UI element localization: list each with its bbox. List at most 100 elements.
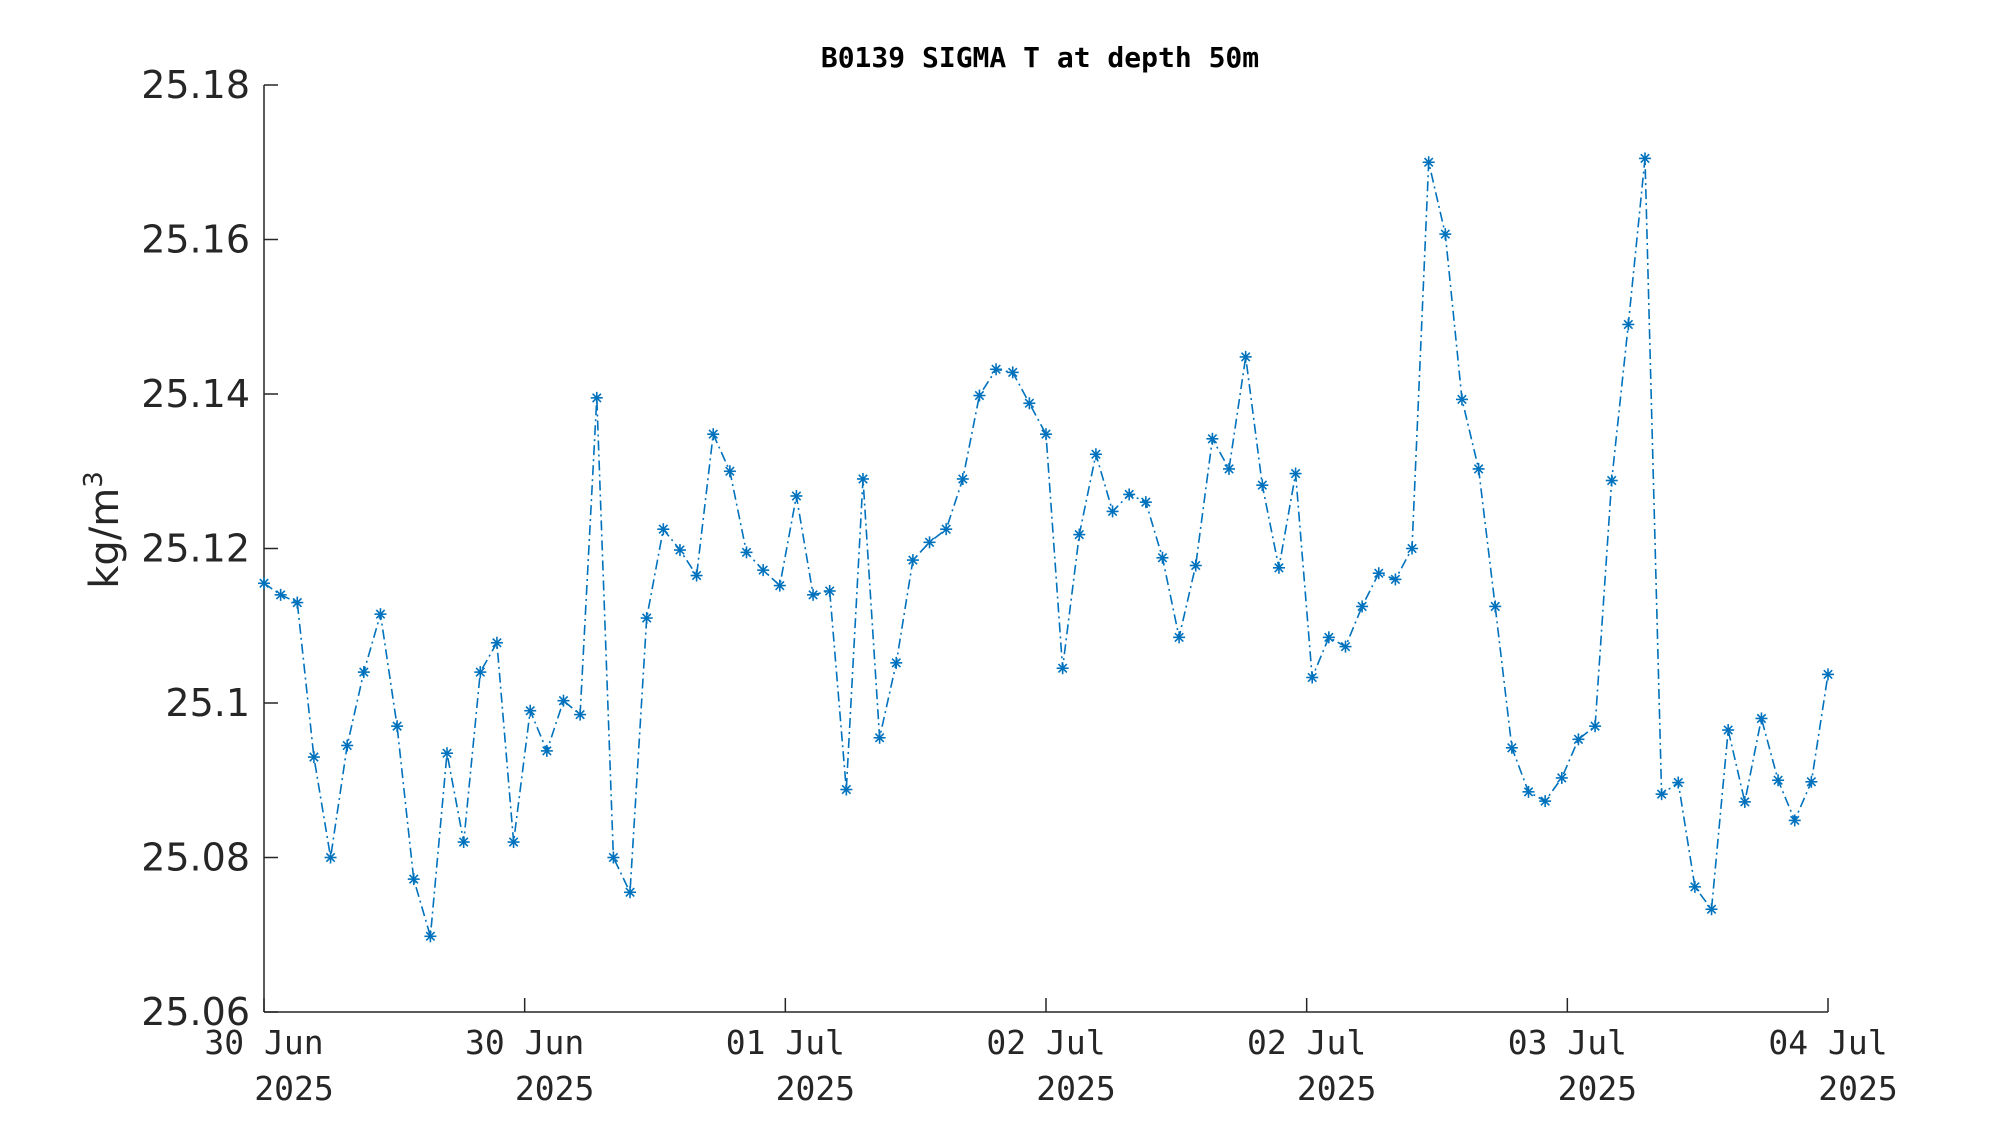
- y-tick-label: 25.16: [141, 218, 250, 262]
- data-point: [1056, 662, 1069, 675]
- data-point: [940, 523, 953, 536]
- x-tick-label-date: 03 Jul: [1508, 1023, 1627, 1062]
- data-point: [1572, 733, 1585, 746]
- data-point: [1306, 671, 1319, 684]
- data-point: [1672, 776, 1685, 789]
- data-point: [1223, 462, 1236, 475]
- data-point: [1655, 788, 1668, 801]
- data-point: [1622, 318, 1635, 331]
- data-point: [1239, 350, 1252, 363]
- x-tick-label-date: 01 Jul: [726, 1023, 845, 1062]
- data-point: [1805, 775, 1818, 788]
- data-point: [973, 389, 986, 402]
- data-point: [1472, 462, 1485, 475]
- data-point: [673, 544, 686, 557]
- data-point: [1822, 668, 1834, 681]
- data-point: [723, 465, 736, 478]
- data-point: [540, 744, 553, 757]
- data-point: [1489, 600, 1502, 613]
- data-point: [1023, 397, 1036, 410]
- data-point: [757, 564, 770, 577]
- data-point: [590, 391, 603, 404]
- data-point: [990, 363, 1003, 376]
- x-tick-label-date: 02 Jul: [986, 1023, 1105, 1062]
- data-point: [956, 472, 969, 485]
- data-point: [640, 612, 653, 625]
- y-axis-label-unit: kg/m: [82, 488, 128, 589]
- y-axis-label-exponent: 3: [79, 471, 109, 488]
- data-point: [1422, 156, 1435, 169]
- data-point: [807, 588, 820, 601]
- data-point: [1289, 467, 1302, 480]
- data-point: [607, 851, 620, 864]
- data-point: [707, 428, 720, 441]
- data-point: [507, 836, 520, 849]
- y-tick-label: 25.1: [165, 681, 250, 725]
- data-point: [1406, 542, 1419, 555]
- data-point: [1372, 567, 1385, 580]
- data-point: [1605, 474, 1618, 487]
- y-ticks: 25.06 25.08 25.1 25.12 25.14 25.16 25.18: [141, 63, 278, 1034]
- data-point: [1139, 496, 1152, 509]
- data-point: [474, 666, 487, 679]
- y-axis-label: kg/m3: [79, 471, 128, 589]
- data-point: [1722, 724, 1735, 737]
- y-tick-label: 25.06: [141, 990, 250, 1034]
- data-point: [624, 886, 637, 899]
- data-point: [1788, 814, 1801, 827]
- data-point: [1755, 712, 1768, 725]
- data-point: [1356, 600, 1369, 613]
- data-point: [923, 536, 936, 549]
- data-point: [1589, 720, 1602, 733]
- x-tick-label-year: 2025: [1558, 1069, 1637, 1108]
- data-point: [740, 546, 753, 559]
- data-point: [524, 704, 537, 717]
- data-point: [574, 708, 587, 721]
- data-point: [1638, 152, 1651, 165]
- data-point: [274, 588, 287, 601]
- data-point: [324, 851, 337, 864]
- data-point: [840, 783, 853, 796]
- data-point: [1173, 631, 1186, 644]
- data-point: [657, 523, 670, 536]
- data-point: [1772, 774, 1785, 787]
- data-point: [357, 666, 370, 679]
- data-point: [457, 836, 470, 849]
- data-point: [1339, 640, 1352, 653]
- data-point: [1322, 631, 1335, 644]
- y-tick-label: 25.12: [141, 527, 250, 571]
- data-point: [890, 656, 903, 669]
- data-point: [773, 579, 786, 592]
- data-point: [823, 584, 836, 597]
- chart-title: B0139 SIGMA T at depth 50m: [821, 41, 1259, 74]
- data-point: [1705, 903, 1718, 916]
- x-tick-label-year: 2025: [1818, 1069, 1897, 1108]
- x-tick-label-date: 04 Jul: [1768, 1023, 1887, 1062]
- x-tick-label-year: 2025: [776, 1069, 855, 1108]
- data-point: [1206, 432, 1219, 445]
- data-point: [391, 720, 404, 733]
- data-point: [906, 554, 919, 567]
- x-tick-label-year: 2025: [1036, 1069, 1115, 1108]
- data-point: [374, 608, 387, 621]
- y-tick-label: 25.18: [141, 63, 250, 107]
- data-point: [291, 596, 304, 609]
- data-point: [1123, 488, 1136, 501]
- y-tick-label: 25.08: [141, 836, 250, 880]
- x-tick-label-date: 30 Jun: [204, 1023, 323, 1062]
- plot-area: [258, 152, 1834, 943]
- data-point: [407, 873, 420, 886]
- data-point: [1455, 393, 1468, 406]
- data-point: [873, 731, 886, 744]
- series-line: [263, 158, 1829, 937]
- data-point: [1256, 479, 1269, 492]
- data-point: [441, 747, 454, 760]
- x-tick-label-year: 2025: [254, 1069, 333, 1108]
- x-tick-label-year: 2025: [1297, 1069, 1376, 1108]
- data-point: [341, 739, 354, 752]
- data-point: [1040, 428, 1052, 441]
- data-point: [557, 694, 570, 707]
- data-point: [1389, 573, 1402, 586]
- data-point: [307, 751, 320, 764]
- x-tick-label-year: 2025: [515, 1069, 594, 1108]
